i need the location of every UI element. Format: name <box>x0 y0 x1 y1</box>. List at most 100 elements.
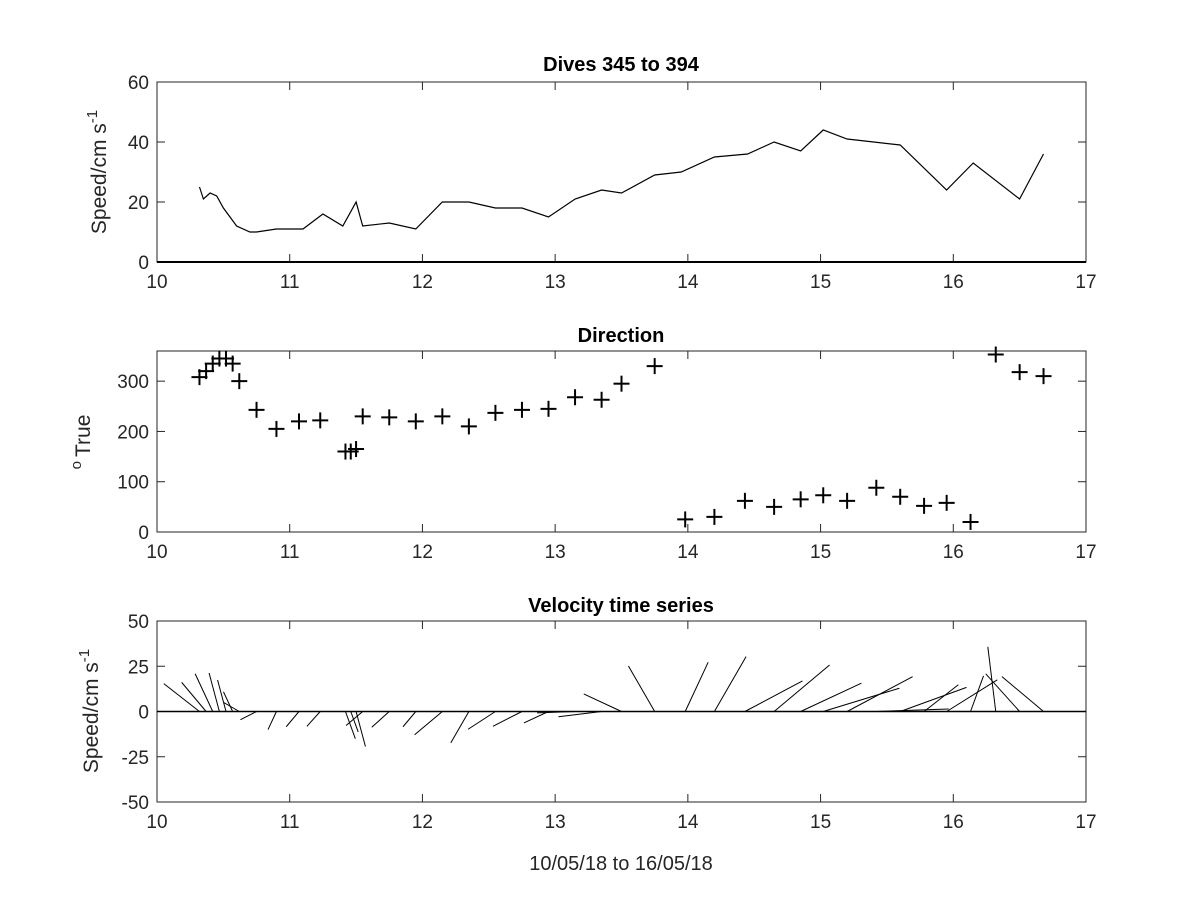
direction-point-marker <box>268 420 285 437</box>
velocity-panel-ylabel: Speed/cm s-1 <box>76 649 103 773</box>
direction-point-marker <box>460 418 477 435</box>
direction-point-marker <box>1011 364 1028 381</box>
direction-point-marker <box>487 404 504 421</box>
velocity-velocity-stick <box>900 686 967 712</box>
velocity-velocity-stick <box>163 683 200 712</box>
direction-panel-title: Direction <box>578 325 665 347</box>
velocity-panel: Velocity time series Speed/cm s-1 10/05/… <box>76 595 1097 875</box>
velocity-velocity-stick <box>946 679 998 712</box>
velocity-ytick-label: 0 <box>138 703 149 724</box>
direction-point-marker <box>736 492 753 509</box>
velocity-velocity-stick <box>987 646 997 712</box>
velocity-velocity-stick <box>876 708 949 712</box>
velocity-ytick-label: -50 <box>122 793 149 814</box>
velocity-velocity-stick <box>583 693 622 712</box>
direction-xtick-label: 12 <box>412 542 433 563</box>
velocity-velocity-stick <box>800 682 862 712</box>
velocity-ytick-label: -25 <box>122 748 149 769</box>
direction-point-marker <box>987 346 1004 363</box>
direction-point-marker <box>312 412 329 429</box>
direction-point-marker <box>354 408 371 425</box>
direction-point-marker <box>892 488 909 505</box>
speed-xtick-label: 15 <box>810 272 831 293</box>
velocity-velocity-stick <box>537 711 576 714</box>
speed-xtick-label: 12 <box>412 272 433 293</box>
direction-xtick-label: 11 <box>280 542 300 563</box>
velocity-velocity-stick <box>773 664 830 712</box>
velocity-xtick-label: 15 <box>810 812 831 833</box>
direction-point-marker <box>792 491 809 508</box>
velocity-velocity-stick <box>344 711 356 739</box>
direction-ytick-label: 100 <box>117 473 149 494</box>
velocity-velocity-stick <box>217 679 227 712</box>
velocity-velocity-stick <box>467 711 496 730</box>
velocity-velocity-stick <box>523 711 549 724</box>
velocity-xtick-label: 16 <box>943 812 964 833</box>
velocity-velocity-stick <box>194 673 214 712</box>
direction-panel: Direction oTrue 10 11 12 13 14 15 16 17 0 100 200 3… <box>68 325 1097 563</box>
direction-xtick-label: 17 <box>1075 542 1096 563</box>
direction-point-marker <box>815 487 832 504</box>
velocity-velocity-stick <box>285 711 300 728</box>
direction-panel-ylabel: oTrue <box>68 415 95 470</box>
velocity-velocity-stick <box>1001 676 1044 712</box>
velocity-velocity-stick <box>744 680 803 712</box>
velocity-ytick-label: 50 <box>128 612 149 633</box>
direction-point-marker <box>613 375 630 392</box>
speed-xtick-label: 14 <box>677 272 699 293</box>
direction-point-marker <box>962 513 979 530</box>
velocity-panel-xlabel: 10/05/18 to 16/05/18 <box>529 853 713 875</box>
direction-point-marker <box>248 401 265 418</box>
speed-ytick-label: 20 <box>128 193 149 214</box>
speed-ytick-label: 0 <box>138 253 149 274</box>
direction-xtick-label: 13 <box>545 542 566 563</box>
direction-point-marker <box>291 413 308 430</box>
speed-xtick-label: 11 <box>280 272 300 293</box>
direction-point-marker <box>381 409 398 426</box>
velocity-velocity-stick <box>985 673 1021 712</box>
velocity-panel-title: Velocity time series <box>528 595 714 617</box>
direction-ytick-label: 200 <box>117 422 149 443</box>
velocity-velocity-stick <box>823 687 900 712</box>
velocity-velocity-stick <box>208 672 220 712</box>
velocity-velocity-stick <box>345 711 364 726</box>
direction-point-marker <box>677 511 694 528</box>
velocity-xtick-label: 12 <box>412 812 433 833</box>
velocity-velocity-stick <box>492 711 523 727</box>
velocity-velocity-stick <box>267 711 277 730</box>
velocity-velocity-stick <box>350 711 359 733</box>
direction-ytick-label: 300 <box>117 372 149 393</box>
velocity-velocity-stick <box>181 682 207 712</box>
direction-point-marker <box>434 408 451 425</box>
direction-point-marker <box>646 358 663 375</box>
speed-panel-title: Dives 345 to 394 <box>543 54 700 76</box>
speed-ytick-label: 40 <box>128 133 149 154</box>
direction-point-marker <box>540 400 557 417</box>
velocity-xtick-label: 11 <box>280 812 300 833</box>
velocity-velocity-stick <box>923 684 959 712</box>
velocity-velocity-stick <box>846 676 913 712</box>
speed-xtick-label: 17 <box>1075 272 1096 293</box>
direction-point-marker <box>868 479 885 496</box>
direction-point-marker <box>567 389 584 406</box>
direction-point-marker <box>224 355 241 372</box>
direction-point-marker <box>513 401 530 418</box>
direction-point-marker <box>1035 368 1052 385</box>
direction-point-marker <box>938 494 955 511</box>
velocity-velocity-stick <box>306 711 321 727</box>
speed-panel: Dives 345 to 394 Speed/cm s-1 10 11 12 13 14… <box>84 54 1097 293</box>
speed-xtick-label: 10 <box>146 272 167 293</box>
speed-xtick-label: 13 <box>545 272 566 293</box>
velocity-velocity-stick <box>402 711 417 728</box>
velocity-ytick-label: 25 <box>128 657 149 678</box>
direction-xtick-label: 10 <box>146 542 167 563</box>
velocity-xtick-label: 17 <box>1075 812 1096 833</box>
velocity-velocity-stick <box>223 691 234 712</box>
velocity-velocity-stick <box>414 711 443 736</box>
velocity-velocity-stick <box>628 665 656 712</box>
velocity-velocity-stick <box>558 711 602 718</box>
velocity-xtick-label: 13 <box>545 812 566 833</box>
direction-point-marker <box>407 413 424 430</box>
